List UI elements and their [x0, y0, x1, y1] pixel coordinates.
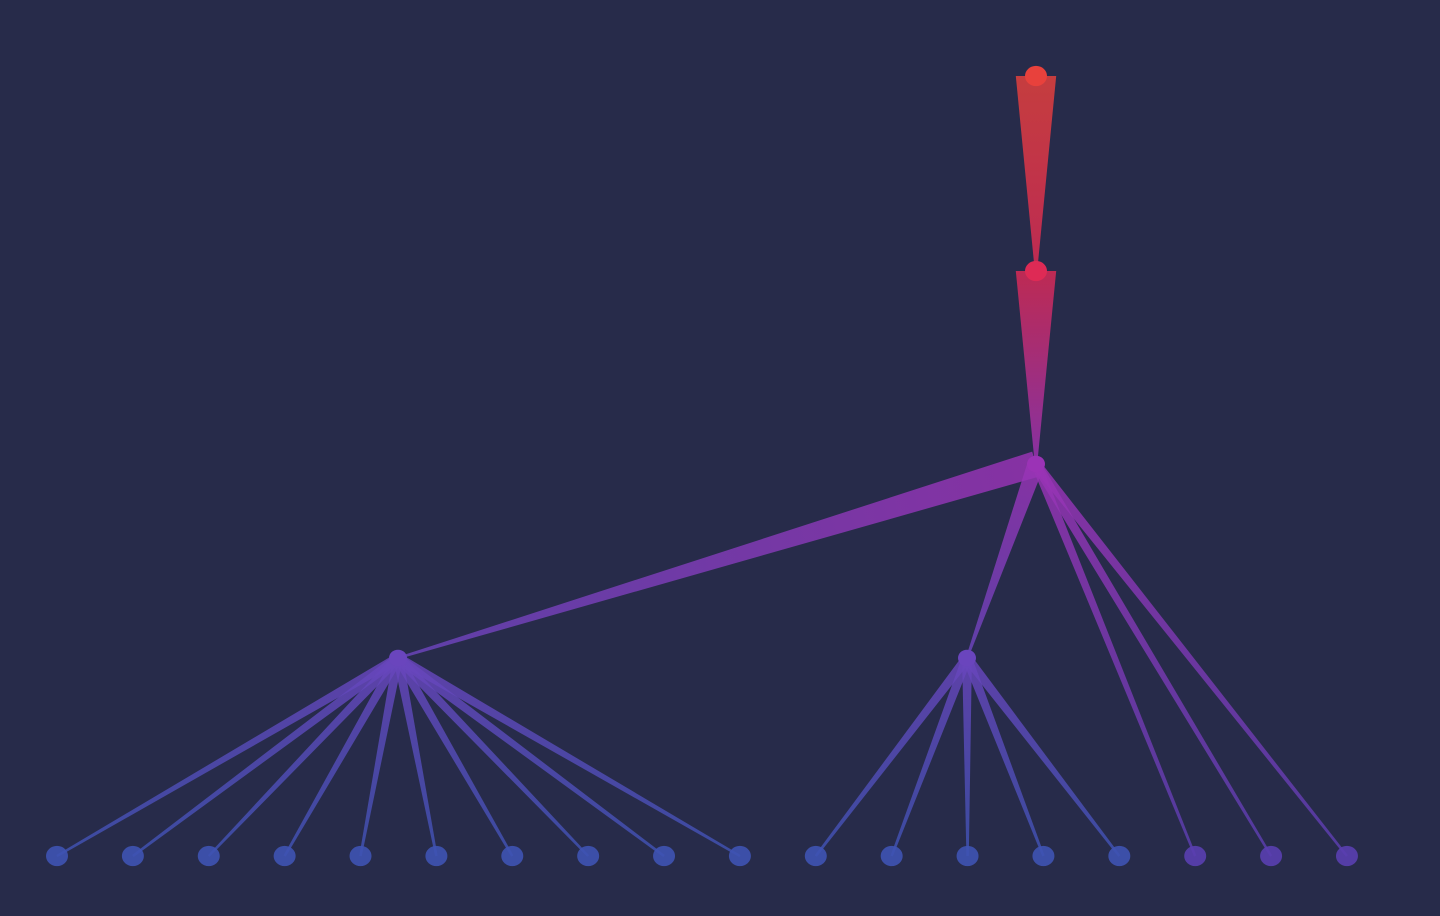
edge-n3-l6	[393, 655, 514, 857]
edge-n0-n1	[1015, 76, 1057, 271]
edge-n4-l12	[962, 658, 972, 856]
leaf-node-l16	[1260, 845, 1283, 867]
leaf-node-l7	[577, 845, 600, 867]
leaf-node-l14	[1108, 845, 1131, 867]
leaf-node-l5	[425, 845, 448, 867]
edge-n3-l5	[393, 657, 438, 857]
leaf-node-l9	[728, 845, 751, 867]
leaf-node-l12	[956, 845, 979, 867]
edge-n4-l14	[963, 655, 1121, 857]
edge-n3-l0	[56, 653, 401, 857]
leaf-node-l17	[1335, 845, 1358, 867]
edge-n1-n2	[1015, 271, 1057, 464]
tree-node-n1	[1025, 260, 1047, 282]
leaf-node-l8	[653, 845, 676, 867]
leaf-node-l6	[501, 845, 524, 867]
tree-node-n4	[958, 649, 976, 667]
leaf-node-l13	[1032, 845, 1055, 867]
leaf-node-l4	[349, 845, 372, 867]
leaf-node-l2	[197, 845, 220, 867]
edge-n4-l10	[814, 655, 971, 857]
leaf-node-l0	[46, 845, 68, 867]
edge-n2-n3	[397, 451, 1040, 660]
edge-n3-l8	[395, 654, 665, 857]
leaf-node-l11	[880, 845, 903, 867]
leaf-node-l10	[804, 845, 827, 867]
edge-n3-l3	[283, 655, 403, 857]
edge-n4-l13	[962, 656, 1045, 857]
tree-node-n3	[389, 649, 407, 667]
edge-n4-l11	[890, 656, 972, 857]
tree-edges	[56, 76, 1348, 857]
leaf-node-l1	[121, 845, 144, 867]
edge-n2-l17	[1032, 461, 1348, 857]
tree-node-n0	[1025, 65, 1047, 87]
edge-n2-l16	[1031, 461, 1273, 857]
tree-node-n2	[1027, 455, 1045, 473]
tree-nodes	[46, 65, 1358, 867]
edge-n3-l2	[207, 654, 402, 857]
edge-n2-n4	[965, 461, 1044, 659]
edge-n2-l15	[1031, 462, 1197, 857]
leaf-node-l15	[1184, 845, 1207, 867]
edge-n3-l7	[394, 654, 589, 857]
leaf-node-l3	[273, 845, 296, 867]
edge-n3-l9	[395, 653, 741, 857]
edge-n3-l4	[359, 657, 403, 857]
edge-n3-l1	[132, 654, 401, 857]
